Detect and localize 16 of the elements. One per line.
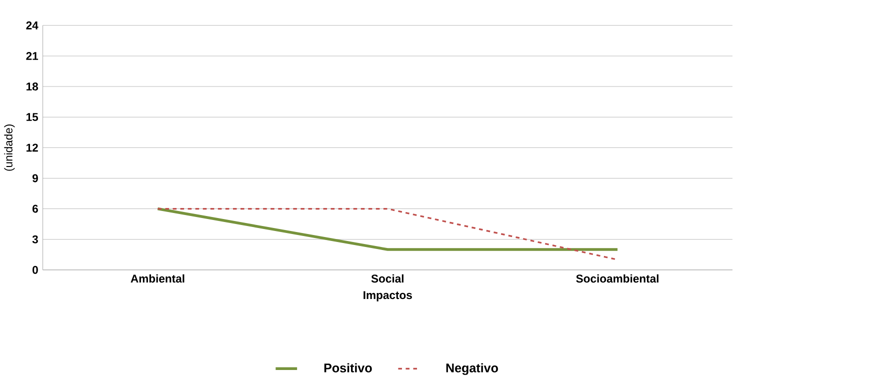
y-tick-label: 15 <box>26 113 38 121</box>
x-axis-title: Impactos <box>364 291 412 302</box>
y-tick-label: 18 <box>26 82 38 90</box>
y-tick-label: 6 <box>32 204 38 213</box>
y-tick-label: 12 <box>26 144 38 152</box>
y-tick-label: 3 <box>32 235 38 244</box>
y-tick-label: 21 <box>26 52 38 60</box>
legend-label: Positivo <box>324 363 372 372</box>
x-tick-label: Ambiental <box>130 274 184 283</box>
legend-label: Negativo <box>446 363 498 375</box>
x-tick-label: Social <box>371 274 404 283</box>
y-tick-label: 0 <box>32 266 38 274</box>
y-tick-label: 24 <box>26 21 38 30</box>
x-tick-label: Socioambiental <box>576 274 658 283</box>
y-axis-title: (unidade) <box>4 124 15 171</box>
y-tick-label: 9 <box>32 174 38 182</box>
